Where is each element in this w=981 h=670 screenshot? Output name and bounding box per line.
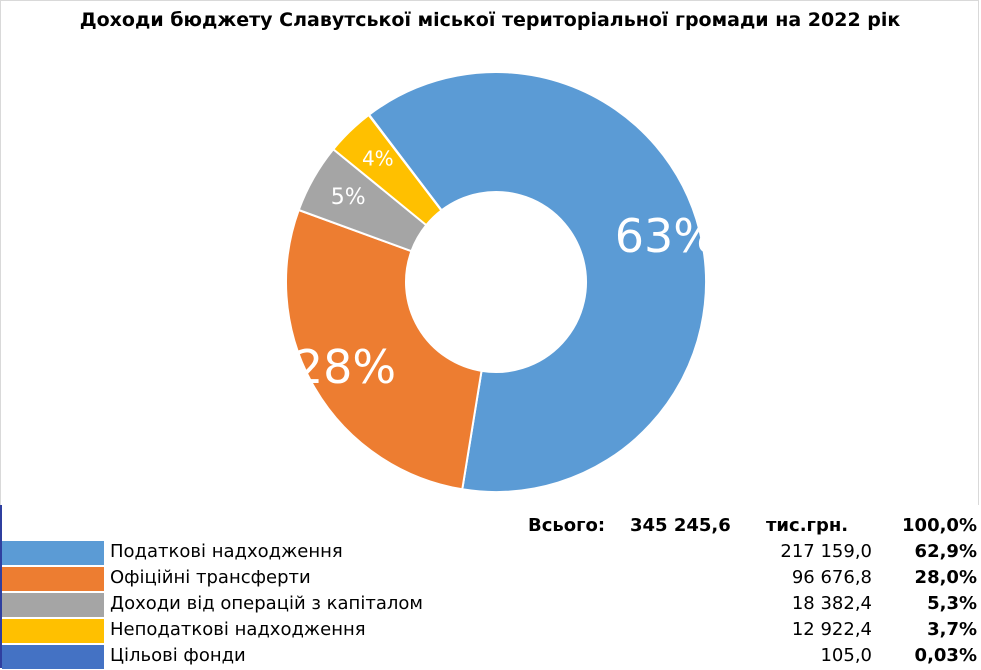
legend-row: Цільові фонди 105,0 0,03% xyxy=(2,644,981,670)
legend-swatch xyxy=(2,541,104,565)
legend-swatch xyxy=(2,593,104,617)
total-percent: 100,0% xyxy=(902,515,977,536)
legend-row: Неподаткові надходження 12 922,4 3,7% xyxy=(2,618,981,644)
data-table: Всього: 345 245,6 тис.грн. 100,0% Податк… xyxy=(0,505,981,670)
total-row: Всього: 345 245,6 тис.грн. 100,0% xyxy=(2,515,981,539)
donut-chart: 63% 28% 5% 4% xyxy=(285,71,717,493)
slice-data-label: 63% xyxy=(615,209,717,263)
legend-value: 18 382,4 xyxy=(791,593,872,614)
legend-label: Офіційні трансферти xyxy=(110,567,311,588)
legend-percent: 0,03% xyxy=(914,645,977,666)
legend-label: Податкові надходження xyxy=(110,541,343,562)
legend-label: Цільові фонди xyxy=(110,645,246,666)
donut-slice xyxy=(285,208,483,491)
legend-swatch xyxy=(2,567,104,591)
donut-slice xyxy=(367,71,707,493)
legend-percent: 3,7% xyxy=(927,619,977,640)
total-label: Всього: xyxy=(528,515,606,536)
legend-value: 12 922,4 xyxy=(791,619,872,640)
legend-value: 105,0 xyxy=(820,645,872,666)
legend-row: Доходи від операцій з капіталом 18 382,4… xyxy=(2,592,981,618)
legend-percent: 5,3% xyxy=(927,593,977,614)
donut-slice xyxy=(367,113,443,212)
legend-swatch xyxy=(2,645,104,669)
legend-value: 217 159,0 xyxy=(780,541,872,562)
slice-data-label: 5% xyxy=(331,185,366,210)
legend-percent: 62,9% xyxy=(914,541,977,562)
total-value: 345 245,6 xyxy=(630,515,731,536)
chart-area xyxy=(0,0,979,505)
legend-row: Податкові надходження 217 159,0 62,9% xyxy=(2,540,981,566)
slice-data-label: 4% xyxy=(362,146,394,170)
slice-data-label: 28% xyxy=(294,340,396,394)
legend-label: Неподаткові надходження xyxy=(110,619,366,640)
chart-title: Доходи бюджету Славутської міської терит… xyxy=(79,9,901,31)
legend-percent: 28,0% xyxy=(914,567,977,588)
legend-row: Офіційні трансферти 96 676,8 28,0% xyxy=(2,566,981,592)
legend-value: 96 676,8 xyxy=(791,567,872,588)
legend-label: Доходи від операцій з капіталом xyxy=(110,593,423,614)
total-unit: тис.грн. xyxy=(766,515,849,536)
legend-swatch xyxy=(2,619,104,643)
